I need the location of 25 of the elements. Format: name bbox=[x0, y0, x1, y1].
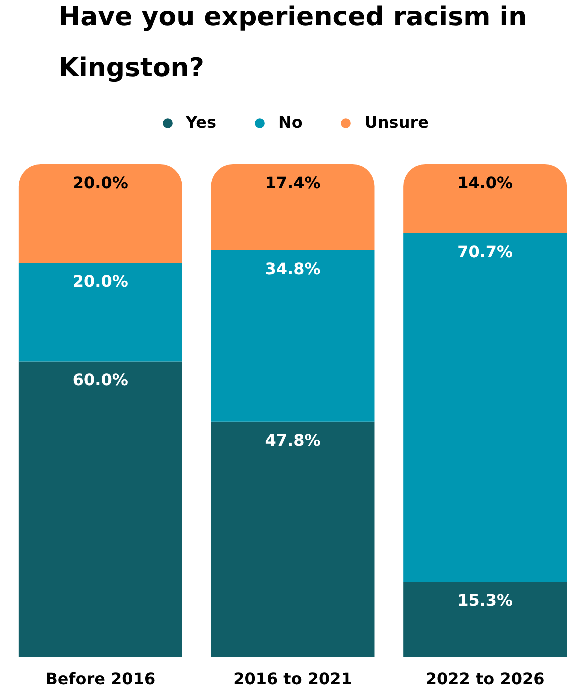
bar bbox=[404, 582, 568, 658]
data-label: 70.7% bbox=[458, 242, 514, 262]
x-tick-label: 2016 to 2021 bbox=[234, 670, 352, 688]
bar bbox=[211, 164, 375, 250]
data-label: 15.3% bbox=[458, 591, 514, 610]
data-label: 20.0% bbox=[72, 174, 128, 192]
data-label: 17.4% bbox=[265, 174, 321, 192]
x-tick-label: 2022 to 2026 bbox=[426, 670, 545, 688]
bar bbox=[18, 263, 182, 362]
bar bbox=[211, 422, 375, 658]
legend-label: Yes bbox=[186, 113, 217, 132]
bar bbox=[18, 362, 182, 658]
legend-label: No bbox=[278, 113, 303, 132]
x-tick-label: Before 2016 bbox=[46, 670, 156, 688]
data-label: 20.0% bbox=[72, 272, 128, 292]
chart-title: Have you experienced racism in Kingston? bbox=[58, 2, 528, 84]
bar bbox=[211, 250, 375, 422]
data-label: 34.8% bbox=[265, 259, 321, 278]
data-label: 14.0% bbox=[458, 174, 514, 192]
bar bbox=[404, 164, 568, 234]
data-label: 47.8% bbox=[265, 430, 321, 450]
bar bbox=[404, 234, 568, 582]
bar bbox=[18, 164, 182, 264]
legend-label: Unsure bbox=[364, 113, 429, 132]
data-label: 60.0% bbox=[72, 370, 128, 390]
